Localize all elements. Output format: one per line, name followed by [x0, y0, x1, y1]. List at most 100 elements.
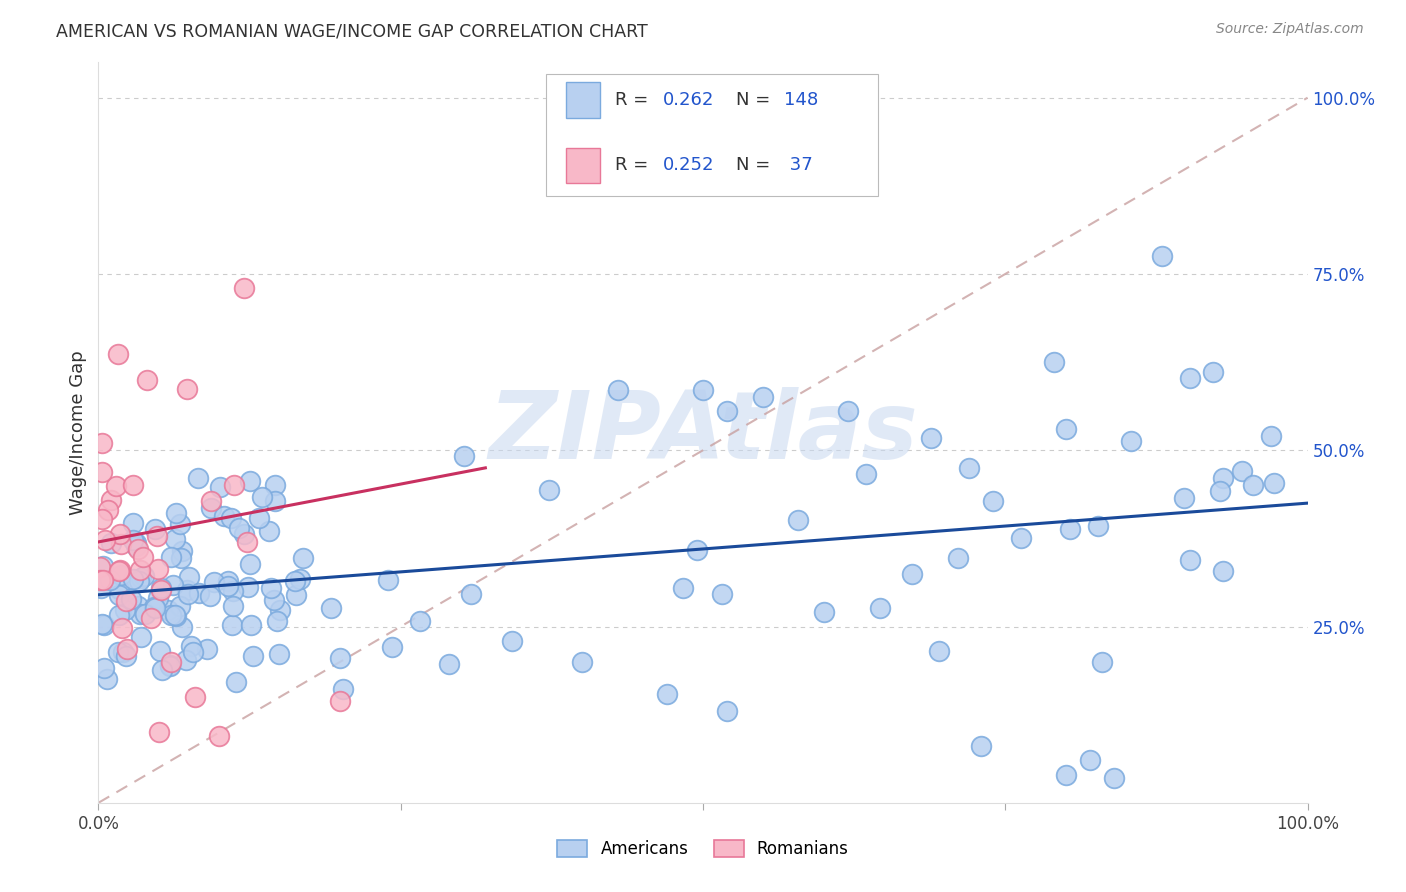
Point: [869, 601, 891, 615]
Point: [146, 562, 169, 576]
Point: [983, 494, 1005, 508]
Point: [381, 640, 404, 654]
Point: [108, 607, 131, 622]
Point: [1178, 371, 1201, 385]
Point: [1054, 422, 1077, 436]
Text: 0.262: 0.262: [664, 91, 714, 109]
Point: [501, 633, 523, 648]
Point: [1010, 531, 1032, 545]
Point: [1212, 564, 1234, 578]
Point: [928, 644, 950, 658]
Point: [184, 690, 207, 704]
Point: [264, 494, 287, 508]
Point: [115, 594, 138, 608]
Point: [114, 603, 136, 617]
Point: [159, 657, 181, 672]
Y-axis label: Wage/Income Gap: Wage/Income Gap: [69, 351, 87, 515]
Point: [169, 517, 191, 532]
Point: [125, 539, 148, 553]
Point: [1241, 478, 1264, 492]
Point: [150, 664, 173, 678]
Point: [90, 435, 112, 450]
Text: 0.252: 0.252: [664, 156, 714, 174]
Point: [716, 704, 738, 718]
Point: [127, 542, 149, 557]
Point: [970, 739, 993, 754]
Point: [160, 550, 183, 565]
Point: [242, 649, 264, 664]
Point: [134, 607, 156, 621]
Point: [284, 588, 307, 602]
Point: [209, 480, 232, 494]
Point: [160, 607, 183, 622]
Point: [172, 620, 194, 634]
Point: [200, 494, 222, 508]
Point: [537, 483, 560, 498]
Point: [146, 591, 169, 605]
Point: [1054, 767, 1077, 781]
Point: [1173, 491, 1195, 505]
Legend: Americans, Romanians: Americans, Romanians: [551, 833, 855, 865]
Point: [377, 574, 399, 588]
Point: [177, 587, 200, 601]
Point: [233, 527, 256, 541]
Point: [250, 491, 273, 505]
Point: [1212, 470, 1234, 484]
Point: [174, 653, 197, 667]
Point: [128, 563, 150, 577]
Point: [169, 599, 191, 614]
Point: [198, 589, 221, 603]
Point: [145, 522, 167, 536]
Point: [108, 582, 131, 597]
Point: [110, 537, 132, 551]
Point: [93, 617, 115, 632]
Point: [93, 661, 115, 675]
Point: [141, 610, 163, 624]
Point: [855, 467, 877, 481]
Point: [159, 659, 181, 673]
Point: [165, 608, 187, 623]
Point: [288, 572, 311, 586]
Point: [122, 478, 145, 492]
Point: [91, 617, 114, 632]
Point: [263, 592, 285, 607]
Point: [121, 516, 143, 530]
Point: [91, 466, 114, 480]
Point: [686, 543, 709, 558]
Bar: [567, 82, 600, 118]
Point: [453, 449, 475, 463]
Point: [135, 373, 157, 387]
Point: [112, 645, 135, 659]
Point: [1091, 655, 1114, 669]
Point: [437, 657, 460, 671]
Point: [110, 567, 132, 582]
Point: [132, 550, 155, 565]
Point: [1202, 365, 1225, 379]
Point: [1087, 519, 1109, 533]
Point: [128, 607, 150, 621]
Point: [129, 570, 152, 584]
Text: R =: R =: [614, 156, 654, 174]
Point: [129, 630, 152, 644]
Point: [165, 533, 187, 547]
Point: [901, 567, 924, 582]
Point: [108, 589, 131, 603]
Point: [179, 570, 201, 584]
Point: [228, 521, 250, 535]
Point: [143, 601, 166, 615]
Point: [1121, 434, 1143, 449]
Point: [672, 581, 695, 595]
Text: 37: 37: [785, 156, 813, 174]
Text: R =: R =: [614, 91, 654, 109]
Point: [946, 550, 969, 565]
Point: [156, 602, 179, 616]
Point: [1042, 355, 1064, 369]
Point: [122, 533, 145, 548]
Point: [170, 544, 193, 558]
Point: [219, 511, 242, 525]
Point: [283, 574, 305, 588]
Point: [94, 533, 117, 547]
Point: [267, 647, 290, 661]
Point: [148, 725, 170, 739]
Point: [1263, 475, 1285, 490]
